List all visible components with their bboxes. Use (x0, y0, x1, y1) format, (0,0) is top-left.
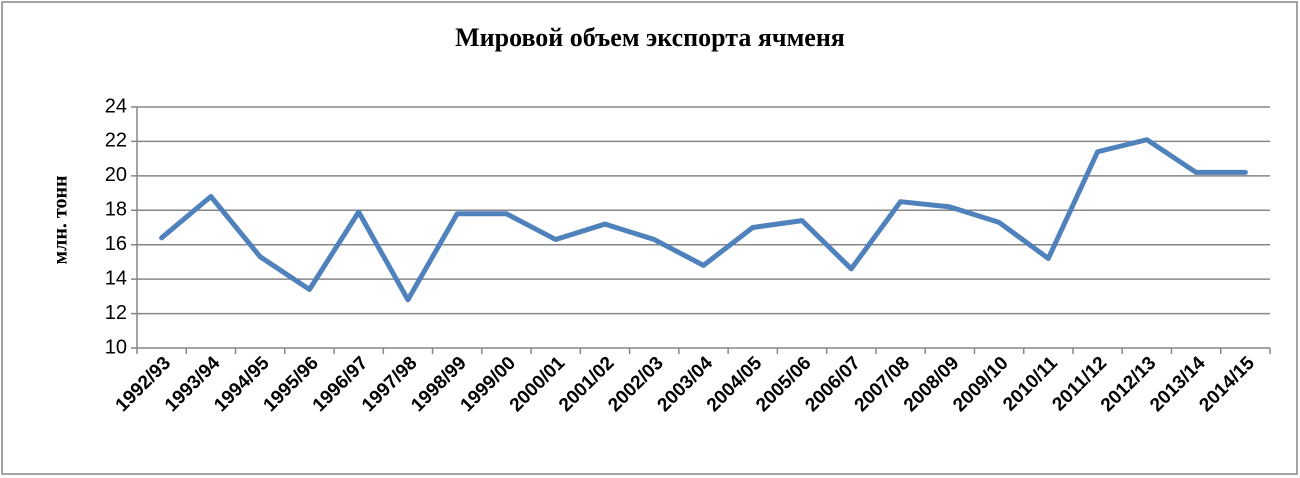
y-tick-label: 16 (105, 233, 127, 255)
chart-title: Мировой объем экспорта ячменя (455, 23, 845, 52)
y-tick-label: 18 (105, 199, 127, 221)
y-tick-label: 10 (105, 336, 127, 358)
y-tick-label: 12 (105, 302, 127, 324)
data-line (159, 137, 1248, 303)
y-axis-label: млн. тонн (50, 176, 72, 265)
y-tick-label: 24 (105, 95, 127, 117)
y-tick-label: 20 (105, 164, 127, 186)
y-tick-label: 14 (105, 267, 127, 289)
y-tick-label: 22 (105, 130, 127, 152)
